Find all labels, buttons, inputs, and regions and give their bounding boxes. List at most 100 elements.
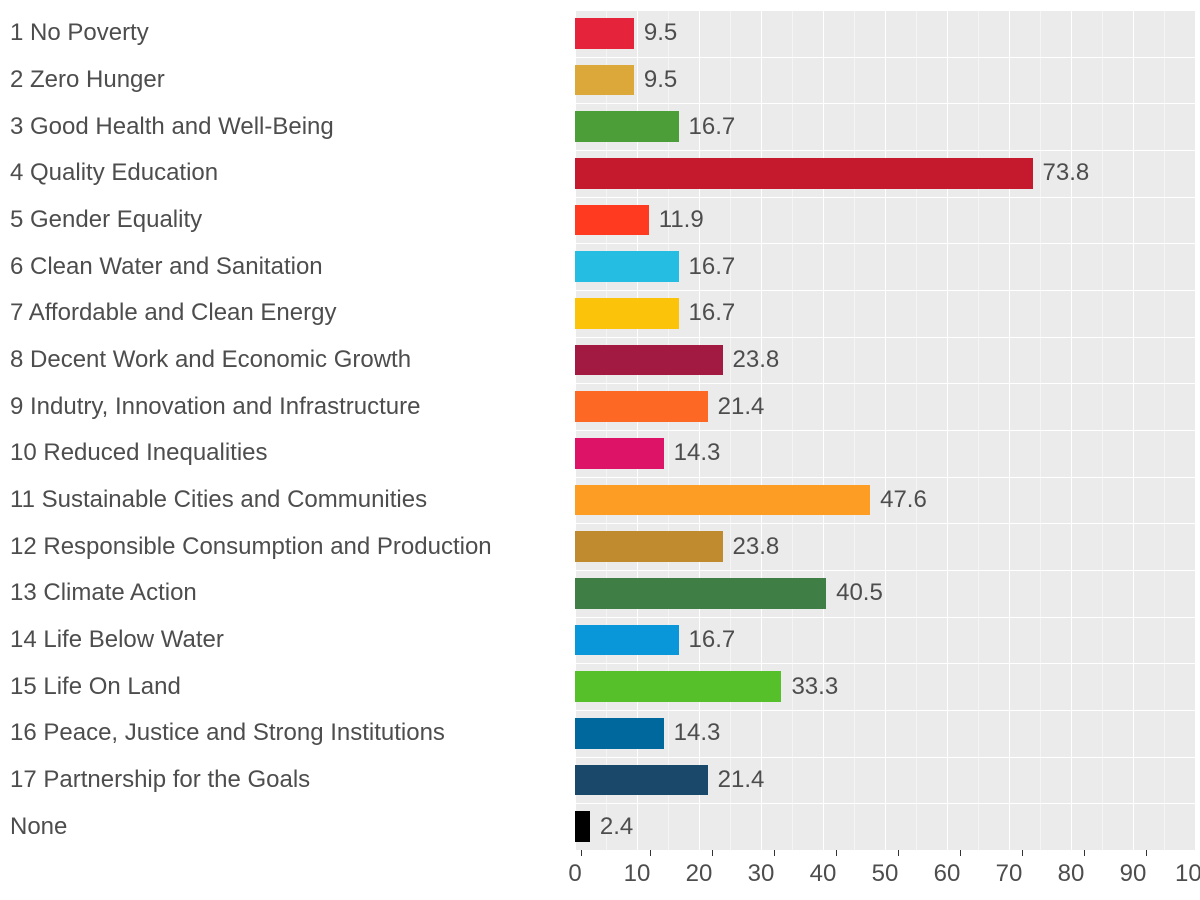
bar: [575, 205, 649, 236]
category-label: 11 Sustainable Cities and Communities: [0, 477, 575, 524]
bar: [575, 298, 679, 329]
x-tick-label: 100: [1175, 860, 1200, 888]
x-tick: 60: [947, 850, 974, 888]
bar-value-label: 11.9: [659, 206, 704, 234]
category-labels-column: 1 No Poverty2 Zero Hunger3 Good Health a…: [0, 0, 575, 900]
bar: [575, 18, 634, 49]
x-tick-label: 80: [1058, 860, 1085, 888]
bar-row: 16.7: [575, 617, 1195, 664]
x-tick-mark: [1084, 850, 1085, 856]
x-tick: 80: [1071, 850, 1098, 888]
category-label: 16 Peace, Justice and Strong Institution…: [0, 710, 575, 757]
bar-row: 40.5: [575, 570, 1195, 617]
bar: [575, 438, 664, 469]
bar-value-label: 14.3: [674, 719, 721, 747]
x-tick: 90: [1133, 850, 1160, 888]
chart-plot-column: 9.5 9.5 16.7 73.8 11.9 16.7 16.7 23.8 21.4 14.3 47…: [575, 0, 1200, 900]
x-tick-mark: [712, 850, 713, 856]
x-tick: 20: [699, 850, 726, 888]
x-tick-mark: [581, 850, 582, 856]
category-label: 6 Clean Water and Sanitation: [0, 243, 575, 290]
bar-row: 14.3: [575, 430, 1195, 477]
x-tick: 50: [885, 850, 912, 888]
bar-value-label: 16.7: [689, 113, 736, 141]
bar-row: 23.8: [575, 337, 1195, 384]
x-tick-label: 30: [748, 860, 775, 888]
bar-value-label: 21.4: [718, 393, 765, 421]
bar: [575, 391, 708, 422]
category-label: 14 Life Below Water: [0, 617, 575, 664]
bar-value-label: 9.5: [644, 19, 677, 47]
bar-value-label: 47.6: [880, 486, 927, 514]
x-tick: 0: [575, 850, 588, 888]
x-tick-label: 40: [810, 860, 837, 888]
bar: [575, 485, 870, 516]
bar: [575, 65, 634, 96]
x-tick-label: 70: [996, 860, 1023, 888]
chart-container: 1 No Poverty2 Zero Hunger3 Good Health a…: [0, 0, 1200, 900]
x-tick-label: 0: [568, 860, 581, 888]
x-tick-label: 50: [872, 860, 899, 888]
gridline-major: [1195, 10, 1196, 850]
x-tick-mark: [836, 850, 837, 856]
bar: [575, 251, 679, 282]
bar: [575, 671, 781, 702]
bar: [575, 811, 590, 842]
bar-value-label: 2.4: [600, 813, 633, 841]
bar-value-label: 16.7: [689, 253, 736, 281]
bars-layer: 9.5 9.5 16.7 73.8 11.9 16.7 16.7 23.8 21.4 14.3 47…: [575, 10, 1195, 850]
x-tick-mark: [650, 850, 651, 856]
category-label: 15 Life On Land: [0, 663, 575, 710]
bar: [575, 345, 723, 376]
bar-row: 14.3: [575, 710, 1195, 757]
bar-row: 16.7: [575, 103, 1195, 150]
x-tick: 10: [637, 850, 664, 888]
x-tick: 30: [761, 850, 788, 888]
x-tick-mark: [1022, 850, 1023, 856]
x-tick: 40: [823, 850, 850, 888]
bar-value-label: 16.7: [689, 299, 736, 327]
bar-row: 9.5: [575, 10, 1195, 57]
bar: [575, 625, 679, 656]
category-label: 9 Indutry, Innovation and Infrastructure: [0, 383, 575, 430]
bar-value-label: 9.5: [644, 66, 677, 94]
x-tick-mark: [960, 850, 961, 856]
bar: [575, 531, 723, 562]
bar-row: 47.6: [575, 477, 1195, 524]
bar-value-label: 73.8: [1043, 159, 1090, 187]
bar: [575, 111, 679, 142]
bar-value-label: 21.4: [718, 766, 765, 794]
bar-row: 9.5: [575, 57, 1195, 104]
bar-value-label: 23.8: [733, 533, 780, 561]
category-label: 8 Decent Work and Economic Growth: [0, 337, 575, 384]
x-tick: 70: [1009, 850, 1036, 888]
category-label: None: [0, 803, 575, 850]
bar-row: 21.4: [575, 383, 1195, 430]
bar-row: 2.4: [575, 803, 1195, 850]
x-tick-label: 20: [686, 860, 713, 888]
bar-row: 33.3: [575, 663, 1195, 710]
category-label: 4 Quality Education: [0, 150, 575, 197]
x-tick-mark: [774, 850, 775, 856]
bar: [575, 765, 708, 796]
bar-row: 11.9: [575, 197, 1195, 244]
category-label: 17 Partnership for the Goals: [0, 757, 575, 804]
bar-value-label: 40.5: [836, 579, 883, 607]
x-tick-label: 90: [1120, 860, 1147, 888]
x-axis: 0102030405060708090100: [575, 850, 1195, 900]
x-tick: 100: [1195, 850, 1200, 888]
bar-value-label: 33.3: [791, 673, 838, 701]
bar: [575, 158, 1033, 189]
category-label: 5 Gender Equality: [0, 197, 575, 244]
x-tick-mark: [898, 850, 899, 856]
bar-row: 23.8: [575, 523, 1195, 570]
category-label: 1 No Poverty: [0, 10, 575, 57]
bar-row: 16.7: [575, 290, 1195, 337]
bar: [575, 718, 664, 749]
category-label: 3 Good Health and Well-Being: [0, 103, 575, 150]
category-label: 10 Reduced Inequalities: [0, 430, 575, 477]
bar-value-label: 16.7: [689, 626, 736, 654]
x-tick-label: 10: [624, 860, 651, 888]
x-tick-label: 60: [934, 860, 961, 888]
category-label: 13 Climate Action: [0, 570, 575, 617]
